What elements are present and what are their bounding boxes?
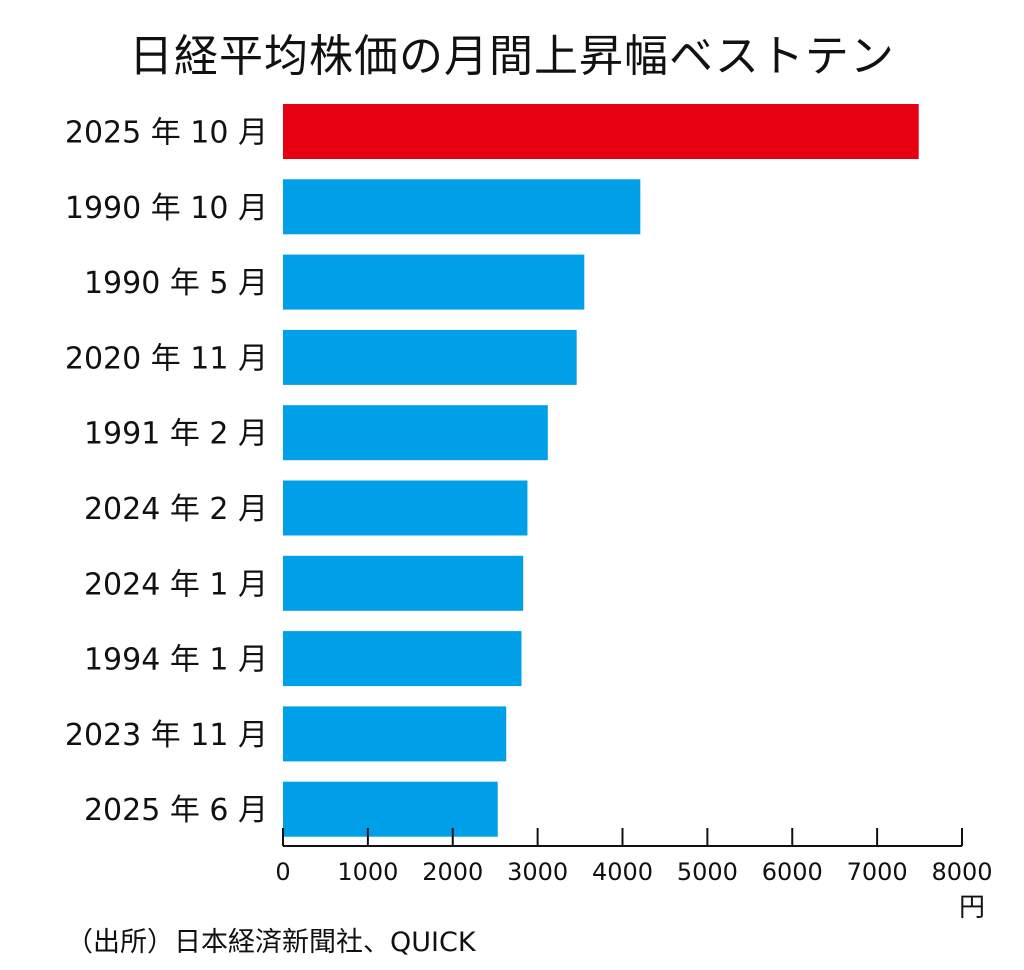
category-label: 2020 年 11 月 <box>65 341 268 376</box>
chart-title: 日経平均株価の月間上昇幅ベストテン <box>129 31 895 82</box>
category-label: 2024 年 2 月 <box>84 492 268 527</box>
x-tick-label: 7000 <box>847 858 908 886</box>
bar <box>283 254 585 310</box>
category-label: 2025 年 10 月 <box>65 116 268 151</box>
x-tick-label: 2000 <box>422 858 483 886</box>
x-tick-label: 5000 <box>677 858 738 886</box>
category-label: 1990 年 5 月 <box>84 266 268 301</box>
bar <box>283 104 919 159</box>
category-label: 1994 年 1 月 <box>84 643 268 678</box>
bar <box>283 555 524 611</box>
x-tick-label: 4000 <box>592 858 653 886</box>
x-tick-label: 0 <box>275 858 290 886</box>
category-label: 2023 年 11 月 <box>65 718 268 753</box>
bar <box>283 480 528 536</box>
bar <box>283 405 548 461</box>
source-note: （出所）日本経済新聞社、QUICK <box>66 927 476 958</box>
bar <box>283 631 522 687</box>
category-label: 1991 年 2 月 <box>84 417 268 452</box>
x-tick-label: 8000 <box>931 858 992 886</box>
bar <box>283 781 498 837</box>
bar <box>283 179 641 235</box>
x-unit-label: 円 <box>959 893 985 923</box>
bar <box>283 329 577 385</box>
x-tick-label: 6000 <box>762 858 823 886</box>
x-tick-label: 3000 <box>507 858 568 886</box>
bar <box>283 706 507 762</box>
category-label: 2024 年 1 月 <box>84 567 268 602</box>
x-tick-label: 1000 <box>337 858 398 886</box>
category-label: 2025 年 6 月 <box>84 793 268 828</box>
category-label: 1990 年 10 月 <box>65 191 268 226</box>
